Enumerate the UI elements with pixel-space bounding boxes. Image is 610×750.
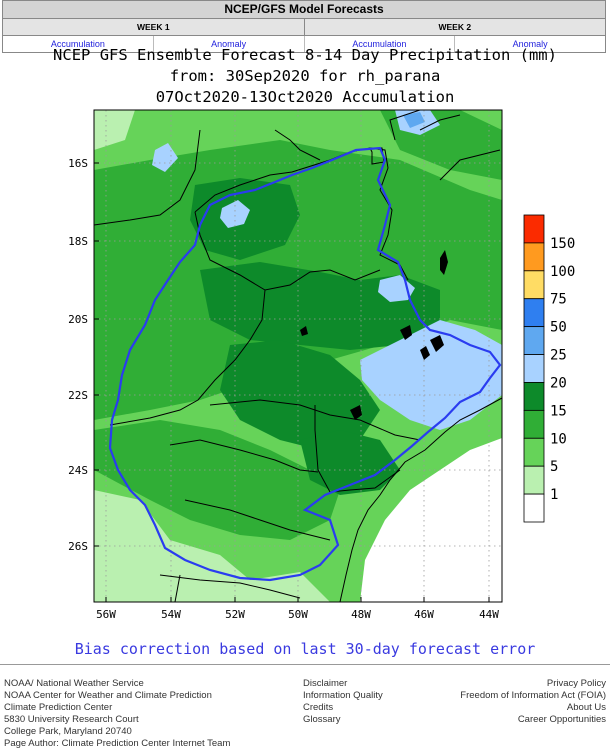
figure-title-line3: 07Oct2020-13Oct2020 Accumulation <box>155 88 455 106</box>
legend-swatch <box>523 409 545 439</box>
latitude-label: 16S <box>68 157 88 170</box>
about-us-link[interactable]: About Us <box>566 702 606 713</box>
legend-label: 5 <box>550 459 558 475</box>
basin-boundary <box>108 146 502 582</box>
longitude-label: 44W <box>479 608 499 621</box>
legend-label: 25 <box>550 348 567 364</box>
legend-swatch <box>523 270 545 300</box>
longitude-label: 56W <box>96 608 116 621</box>
glossary-link[interactable]: Glossary <box>303 714 341 725</box>
legend-label: 100 <box>550 264 575 280</box>
forecast-header-table: NCEP/GFS Model Forecasts WEEK 1 WEEK 2 A… <box>2 0 606 53</box>
latitude-label: 20S <box>68 313 88 326</box>
header-title: NCEP/GFS Model Forecasts <box>3 1 605 19</box>
footer-divider <box>0 664 610 665</box>
latitude-labels: 16S 18S 20S 22S 24S 26S <box>68 157 99 553</box>
legend-label: 1 <box>550 487 558 503</box>
precipitation-map: 16S 18S 20S 22S 24S 26S 56W 54W 52W 50W 48W 46W 44W… <box>68 109 575 621</box>
coastline <box>339 397 503 603</box>
week2-accumulation-link[interactable]: Accumulation <box>304 36 456 52</box>
figure-title-line1: NCEP GFS Ensemble Forecast 8-14 Day Prec… <box>53 46 557 64</box>
state-borders <box>93 109 501 603</box>
foia-link[interactable]: Freedom of Information Act (FOIA) <box>460 690 606 701</box>
longitude-label: 46W <box>414 608 434 621</box>
legend-label: 75 <box>550 292 567 308</box>
figure-title-line2: from: 30Sep2020 for rh_parana <box>169 67 441 85</box>
footer-line: 5830 University Research Court <box>4 714 139 725</box>
week1-label: WEEK 1 <box>3 19 305 35</box>
field-pale-blue-spot2 <box>220 200 250 228</box>
week1-accumulation-link[interactable]: Accumulation <box>3 36 154 52</box>
legend-swatch <box>523 326 545 355</box>
field-mid-green-south <box>94 420 340 540</box>
week2-anomaly-link[interactable]: Anomaly <box>455 36 605 52</box>
career-opportunities-link[interactable]: Career Opportunities <box>517 714 606 725</box>
footer-address: NOAA/ National Weather Service NOAA Cent… <box>4 678 230 750</box>
latitude-label: 22S <box>68 389 88 402</box>
legend-swatch <box>523 298 545 328</box>
footer-line: College Park, Maryland 20740 <box>4 726 132 737</box>
bias-correction-note: Bias correction based on last 30-day for… <box>74 640 536 658</box>
footer-line: NOAA Center for Weather and Climate Pred… <box>4 690 212 701</box>
longitude-label: 50W <box>288 608 308 621</box>
footer-links-right: Privacy Policy Freedom of Information Ac… <box>460 678 606 726</box>
longitude-label: 48W <box>351 608 371 621</box>
latitude-label: 26S <box>68 540 88 553</box>
week2-label: WEEK 2 <box>304 19 605 35</box>
legend-swatch <box>523 242 545 272</box>
field-mid-blue-north <box>403 112 425 128</box>
field-pale-green-south <box>94 490 330 602</box>
field-dark-green-core4 <box>300 430 400 495</box>
field-pale-green-northwest <box>94 110 135 150</box>
longitude-label: 52W <box>225 608 245 621</box>
legend-swatch <box>523 214 545 244</box>
field-white-ocean <box>360 438 502 602</box>
color-legend: 150 100 75 50 25 20 15 10 5 1 <box>523 214 575 523</box>
footer-links-middle: Disclaimer Information Quality Credits G… <box>303 678 383 726</box>
information-quality-link[interactable]: Information Quality <box>303 690 383 701</box>
footer-line: Climate Prediction Center <box>4 702 113 713</box>
credits-link[interactable]: Credits <box>303 702 334 713</box>
reservoirs <box>300 250 448 420</box>
legend-label: 20 <box>550 375 567 391</box>
footer-line: Page Author: Climate Prediction Center I… <box>4 738 231 749</box>
footer-line: NOAA/ National Weather Service <box>4 678 144 689</box>
privacy-policy-link[interactable]: Privacy Policy <box>546 678 606 689</box>
latitude-label: 24S <box>68 464 88 477</box>
legend-label: 50 <box>550 320 567 336</box>
longitude-label: 54W <box>161 608 181 621</box>
legend-label: 15 <box>550 403 567 419</box>
field-pale-blue-spot3 <box>152 143 178 172</box>
latitude-label: 18S <box>68 235 88 248</box>
legend-swatch <box>523 493 545 523</box>
field-pale-blue-coast <box>360 320 502 430</box>
legend-swatch <box>523 465 545 495</box>
legend-swatch <box>523 354 545 383</box>
disclaimer-link[interactable]: Disclaimer <box>303 678 348 689</box>
legend-swatch <box>523 382 545 411</box>
legend-label: 10 <box>550 431 567 447</box>
longitude-labels: 56W 54W 52W 50W 48W 46W 44W <box>96 597 499 621</box>
legend-label: 150 <box>550 236 575 252</box>
legend-swatch <box>523 437 545 467</box>
week1-anomaly-link[interactable]: Anomaly <box>153 36 305 52</box>
